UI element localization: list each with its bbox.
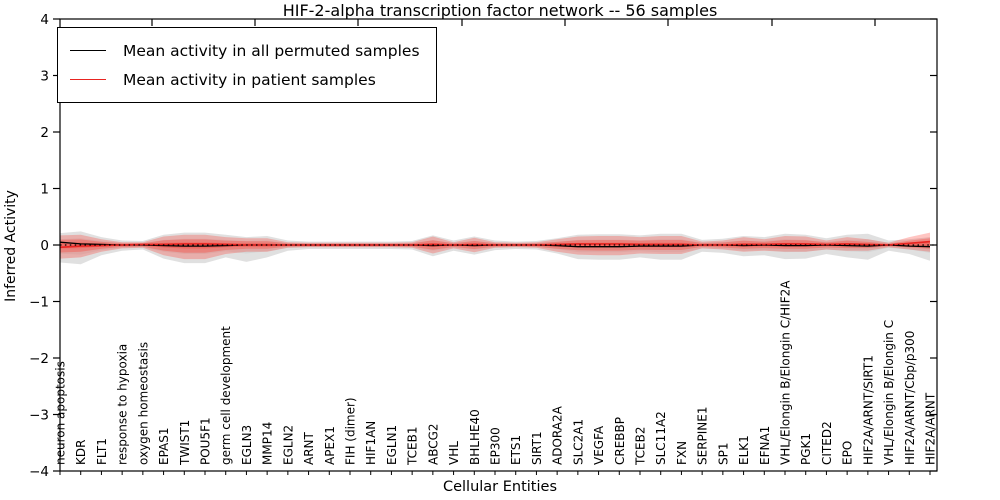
category-tick-label: EPO [841, 441, 855, 465]
category-tick-label: MMP14 [261, 422, 275, 465]
category-tick-label: VEGFA [592, 425, 606, 465]
category-tick-label: TCEB1 [406, 427, 420, 466]
category-tick-label: ARNT [302, 431, 316, 465]
x-axis-label: Cellular Entities [442, 479, 558, 495]
category-tick-label: BHLHE40 [468, 409, 482, 465]
permuted-line-swatch [70, 50, 106, 51]
category-tick-label: PGK1 [799, 433, 813, 465]
category-tick-label: TWIST1 [178, 420, 192, 466]
patient-band-area [60, 232, 930, 260]
category-tick-label: FIH (dimer) [344, 397, 358, 465]
category-tick-label: oxygen homeostasis [136, 342, 150, 465]
category-tick-label: SLC2A1 [571, 419, 585, 465]
category-tick-label: FLT1 [95, 438, 109, 465]
category-tick-label: FXN [675, 441, 689, 465]
category-tick-label: EP300 [489, 427, 503, 465]
category-tick-label: EGLN3 [240, 425, 254, 465]
category-tick-label: germ cell development [219, 326, 233, 465]
category-tick-label: POU5F1 [199, 417, 213, 465]
category-tick-label: VHL [447, 441, 461, 465]
y-tick-label: 2 [40, 125, 49, 141]
y-tick-label: −3 [29, 408, 49, 424]
y-tick-label: −4 [29, 464, 49, 480]
patient-mean-line [59, 240, 931, 249]
legend-entry-patient: Mean activity in patient samples [70, 65, 420, 94]
permuted-band-inner-area [60, 238, 930, 255]
category-tick-label: SP1 [716, 443, 730, 466]
y-tick-label: 4 [40, 12, 49, 28]
legend-label-permuted: Mean activity in all permuted samples [123, 41, 420, 60]
category-tick-label: KDR [74, 440, 88, 465]
category-tick-label: ABCG2 [426, 423, 440, 465]
y-tick-label: 0 [40, 238, 49, 254]
legend: Mean activity in all permuted samples Me… [57, 27, 437, 103]
category-tick-label: EPAS1 [157, 427, 171, 465]
category-tick-label: HIF1AN [364, 421, 378, 465]
y-tick-label: 1 [40, 182, 49, 198]
category-tick-label: HIF2A/ARNT/SIRT1 [861, 355, 875, 465]
category-tick-label: CREBBP [613, 417, 627, 465]
y-tick-label: −2 [29, 351, 49, 367]
category-tick-label: VHL/Elongin B/Elongin C [882, 320, 896, 465]
category-tick-label: EGLN1 [385, 425, 399, 465]
category-tick-label: HIF2A/ARNT/Cbp/p300 [903, 331, 917, 465]
category-tick-label: EGLN2 [281, 425, 295, 465]
category-tick-label: HIF2A/ARNT [924, 392, 938, 465]
y-axis-label: Inferred Activity [3, 190, 19, 302]
category-tick-label: response to hypoxia [116, 344, 130, 465]
y-tick-label: 3 [40, 69, 49, 85]
category-tick-label: ETS1 [509, 435, 523, 465]
permuted-band-area [60, 231, 930, 265]
category-tick-label: APEX1 [323, 426, 337, 465]
category-tick-label: SIRT1 [530, 431, 544, 465]
chart-title: HIF-2-alpha transcription factor network… [282, 1, 718, 20]
category-tick-label: neuron apoptosis [54, 361, 68, 465]
legend-entry-permuted: Mean activity in all permuted samples [70, 36, 420, 65]
category-tick-label: VHL/Elongin B/Elongin C/HIF2A [779, 280, 793, 465]
category-tick-label: ADORA2A [551, 405, 565, 465]
patient-line-swatch [70, 79, 106, 80]
legend-label-patient: Mean activity in patient samples [123, 70, 376, 89]
category-tick-label: ELK1 [737, 435, 751, 465]
category-tick-label: CITED2 [820, 421, 834, 465]
category-tick-label: EFNA1 [758, 426, 772, 465]
category-tick-label: TCEB2 [634, 427, 648, 466]
category-tick-label: SLC11A2 [654, 411, 668, 465]
y-tick-label: −1 [29, 295, 49, 311]
category-tick-label: SERPINE1 [696, 406, 710, 465]
